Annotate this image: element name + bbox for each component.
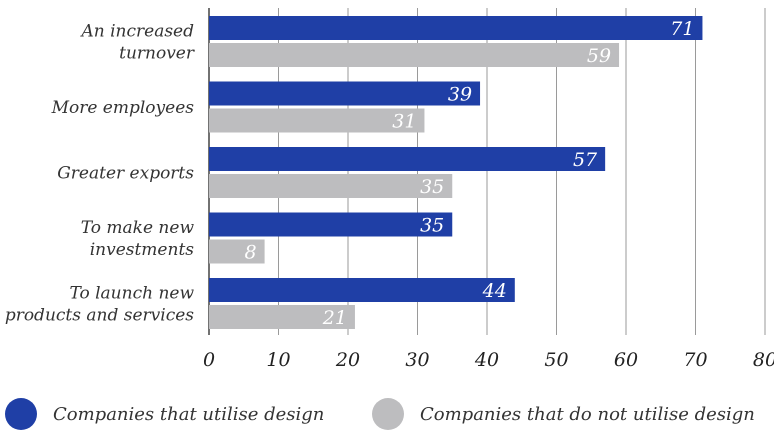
bar-design (209, 81, 481, 106)
category-label: To make new investments (81, 218, 195, 260)
data-label: 35 (420, 215, 444, 237)
x-tick-label: 70 (683, 349, 707, 371)
data-label: 8 (245, 242, 257, 264)
x-tick-label: 0 (203, 349, 215, 371)
data-label: 59 (587, 45, 611, 67)
bar-design (209, 278, 515, 302)
legend-swatch-design (5, 398, 37, 430)
bar-chart: 0 10 20 30 40 50 60 70 80 71 59 An increasedturnove… (5, 8, 774, 371)
data-label: 71 (670, 18, 694, 40)
legend-item-no-design: Companies that do not utilise design (372, 398, 755, 430)
bar-no-design (209, 305, 355, 329)
category-label: Greater exports (57, 164, 194, 184)
data-label: 57 (573, 149, 598, 171)
bar-no-design (209, 43, 620, 67)
category-label: To launch new products and services (5, 284, 195, 326)
x-tick-label: 50 (544, 349, 568, 371)
legend-label-no-design: Companies that do not utilise design (420, 403, 755, 425)
x-tick-label: 20 (335, 349, 360, 371)
legend-label-design: Companies that utilise design (53, 403, 325, 425)
category-label: An increased turnover (79, 22, 194, 64)
bar-design (209, 147, 606, 171)
legend: Companies that utilise design Companies … (0, 398, 774, 432)
x-tick-label: 40 (474, 349, 499, 371)
data-label: 31 (392, 111, 416, 133)
bar-design (209, 16, 703, 40)
x-tick-label: 60 (614, 349, 638, 371)
data-label: 39 (448, 84, 472, 106)
labels: 0 10 20 30 40 50 60 70 80 71 59 An increasedturnove… (5, 18, 774, 371)
data-label: 21 (322, 307, 347, 329)
bar-no-design (209, 174, 453, 198)
bars (209, 16, 703, 329)
x-tick-label: 30 (405, 349, 429, 371)
data-label: 35 (420, 176, 444, 198)
x-tick-label: 10 (266, 349, 290, 371)
bar-design (209, 212, 453, 237)
legend-item-design: Companies that utilise design (5, 398, 324, 430)
bar-no-design (209, 239, 265, 264)
category-label: More employees (51, 98, 195, 118)
x-tick-label: 80 (753, 349, 774, 371)
legend-swatch-no-design (372, 398, 404, 430)
data-label: 44 (482, 280, 507, 302)
bar-no-design (209, 108, 425, 133)
